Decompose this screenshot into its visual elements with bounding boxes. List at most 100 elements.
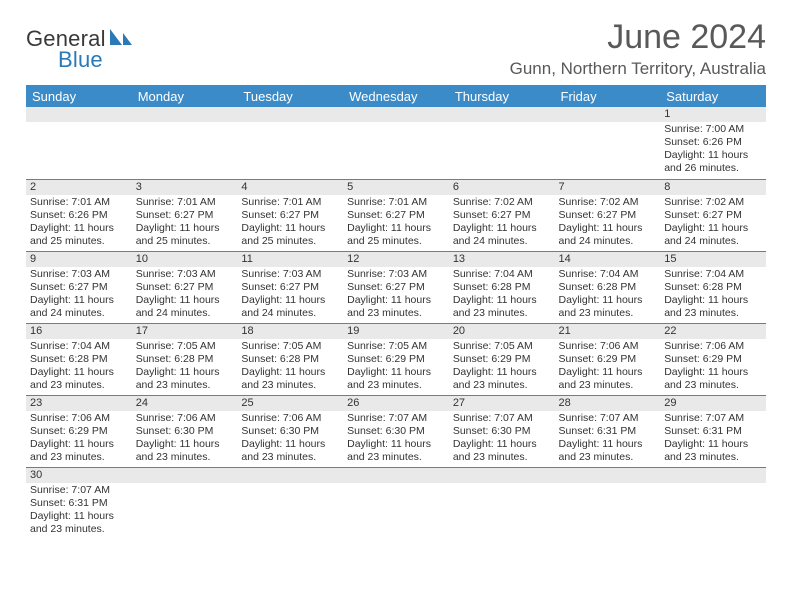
day-number: 16 [26,324,132,339]
calendar-week-row: 16Sunrise: 7:04 AMSunset: 6:28 PMDayligh… [26,323,766,395]
day-details: Sunrise: 7:01 AMSunset: 6:27 PMDaylight:… [132,195,238,250]
location-subtitle: Gunn, Northern Territory, Australia [510,59,766,79]
day-number-bar [237,468,343,483]
calendar-week-row: 23Sunrise: 7:06 AMSunset: 6:29 PMDayligh… [26,395,766,467]
day-details: Sunrise: 7:05 AMSunset: 6:28 PMDaylight:… [132,339,238,394]
day-number: 10 [132,252,238,267]
day-details: Sunrise: 7:03 AMSunset: 6:27 PMDaylight:… [26,267,132,322]
day-number: 21 [555,324,661,339]
day-number: 30 [26,468,132,483]
calendar-day-cell: 19Sunrise: 7:05 AMSunset: 6:29 PMDayligh… [343,323,449,395]
day-number: 27 [449,396,555,411]
day-number: 24 [132,396,238,411]
day-details: Sunrise: 7:06 AMSunset: 6:29 PMDaylight:… [26,411,132,466]
day-details: Sunrise: 7:06 AMSunset: 6:29 PMDaylight:… [555,339,661,394]
day-details: Sunrise: 7:03 AMSunset: 6:27 PMDaylight:… [132,267,238,322]
day-number-bar [343,107,449,122]
day-details: Sunrise: 7:07 AMSunset: 6:30 PMDaylight:… [449,411,555,466]
calendar-day-cell: 10Sunrise: 7:03 AMSunset: 6:27 PMDayligh… [132,251,238,323]
weekday-header: Thursday [449,85,555,107]
day-number: 15 [660,252,766,267]
calendar-day-cell: 7Sunrise: 7:02 AMSunset: 6:27 PMDaylight… [555,179,661,251]
day-number: 9 [26,252,132,267]
day-number-bar [132,468,238,483]
weekday-header: Tuesday [237,85,343,107]
calendar-day-cell: 12Sunrise: 7:03 AMSunset: 6:27 PMDayligh… [343,251,449,323]
calendar-day-cell: 16Sunrise: 7:04 AMSunset: 6:28 PMDayligh… [26,323,132,395]
day-details: Sunrise: 7:07 AMSunset: 6:30 PMDaylight:… [343,411,449,466]
calendar-week-row: 1Sunrise: 7:00 AMSunset: 6:26 PMDaylight… [26,107,766,179]
calendar-day-cell [132,467,238,539]
day-details: Sunrise: 7:01 AMSunset: 6:27 PMDaylight:… [343,195,449,250]
calendar-day-cell: 13Sunrise: 7:04 AMSunset: 6:28 PMDayligh… [449,251,555,323]
calendar-day-cell: 6Sunrise: 7:02 AMSunset: 6:27 PMDaylight… [449,179,555,251]
day-details: Sunrise: 7:04 AMSunset: 6:28 PMDaylight:… [660,267,766,322]
day-number-bar [26,107,132,122]
day-details: Sunrise: 7:01 AMSunset: 6:26 PMDaylight:… [26,195,132,250]
calendar-day-cell [660,467,766,539]
weekday-header: Friday [555,85,661,107]
calendar-table: SundayMondayTuesdayWednesdayThursdayFrid… [26,85,766,539]
calendar-day-cell: 8Sunrise: 7:02 AMSunset: 6:27 PMDaylight… [660,179,766,251]
calendar-day-cell: 11Sunrise: 7:03 AMSunset: 6:27 PMDayligh… [237,251,343,323]
calendar-day-cell: 4Sunrise: 7:01 AMSunset: 6:27 PMDaylight… [237,179,343,251]
day-number: 6 [449,180,555,195]
calendar-day-cell: 15Sunrise: 7:04 AMSunset: 6:28 PMDayligh… [660,251,766,323]
calendar-day-cell: 9Sunrise: 7:03 AMSunset: 6:27 PMDaylight… [26,251,132,323]
day-number: 29 [660,396,766,411]
calendar-day-cell [449,467,555,539]
calendar-day-cell: 24Sunrise: 7:06 AMSunset: 6:30 PMDayligh… [132,395,238,467]
calendar-day-cell [343,107,449,179]
day-number-bar [449,107,555,122]
sail-icon [108,27,134,53]
day-number: 2 [26,180,132,195]
brand-logo: General Blue [26,26,134,73]
day-number-bar [237,107,343,122]
day-number: 26 [343,396,449,411]
calendar-day-cell [26,107,132,179]
day-number: 4 [237,180,343,195]
calendar-day-cell: 17Sunrise: 7:05 AMSunset: 6:28 PMDayligh… [132,323,238,395]
day-details: Sunrise: 7:02 AMSunset: 6:27 PMDaylight:… [449,195,555,250]
day-number: 3 [132,180,238,195]
calendar-day-cell: 29Sunrise: 7:07 AMSunset: 6:31 PMDayligh… [660,395,766,467]
day-details: Sunrise: 7:02 AMSunset: 6:27 PMDaylight:… [660,195,766,250]
day-details: Sunrise: 7:07 AMSunset: 6:31 PMDaylight:… [555,411,661,466]
day-number: 8 [660,180,766,195]
day-number: 1 [660,107,766,122]
calendar-day-cell: 22Sunrise: 7:06 AMSunset: 6:29 PMDayligh… [660,323,766,395]
calendar-day-cell: 28Sunrise: 7:07 AMSunset: 6:31 PMDayligh… [555,395,661,467]
day-number-bar [132,107,238,122]
weekday-header: Monday [132,85,238,107]
calendar-day-cell: 23Sunrise: 7:06 AMSunset: 6:29 PMDayligh… [26,395,132,467]
day-details: Sunrise: 7:06 AMSunset: 6:30 PMDaylight:… [132,411,238,466]
calendar-day-cell: 21Sunrise: 7:06 AMSunset: 6:29 PMDayligh… [555,323,661,395]
calendar-day-cell: 2Sunrise: 7:01 AMSunset: 6:26 PMDaylight… [26,179,132,251]
calendar-day-cell: 26Sunrise: 7:07 AMSunset: 6:30 PMDayligh… [343,395,449,467]
header: General Blue June 2024 Gunn, Northern Te… [26,18,766,79]
day-details: Sunrise: 7:04 AMSunset: 6:28 PMDaylight:… [449,267,555,322]
weekday-header: Wednesday [343,85,449,107]
day-number-bar [555,107,661,122]
calendar-week-row: 30Sunrise: 7:07 AMSunset: 6:31 PMDayligh… [26,467,766,539]
calendar-day-cell: 20Sunrise: 7:05 AMSunset: 6:29 PMDayligh… [449,323,555,395]
weekday-header: Saturday [660,85,766,107]
day-number: 17 [132,324,238,339]
day-details: Sunrise: 7:07 AMSunset: 6:31 PMDaylight:… [26,483,132,538]
day-number: 18 [237,324,343,339]
day-number: 23 [26,396,132,411]
day-number: 12 [343,252,449,267]
calendar-day-cell [555,467,661,539]
calendar-day-cell: 3Sunrise: 7:01 AMSunset: 6:27 PMDaylight… [132,179,238,251]
day-details: Sunrise: 7:01 AMSunset: 6:27 PMDaylight:… [237,195,343,250]
day-number-bar [555,468,661,483]
calendar-day-cell [237,107,343,179]
day-number: 13 [449,252,555,267]
month-title: June 2024 [510,18,766,57]
calendar-day-cell: 30Sunrise: 7:07 AMSunset: 6:31 PMDayligh… [26,467,132,539]
day-details: Sunrise: 7:03 AMSunset: 6:27 PMDaylight:… [237,267,343,322]
day-number-bar [449,468,555,483]
calendar-day-cell: 18Sunrise: 7:05 AMSunset: 6:28 PMDayligh… [237,323,343,395]
calendar-day-cell: 5Sunrise: 7:01 AMSunset: 6:27 PMDaylight… [343,179,449,251]
calendar-day-cell: 14Sunrise: 7:04 AMSunset: 6:28 PMDayligh… [555,251,661,323]
